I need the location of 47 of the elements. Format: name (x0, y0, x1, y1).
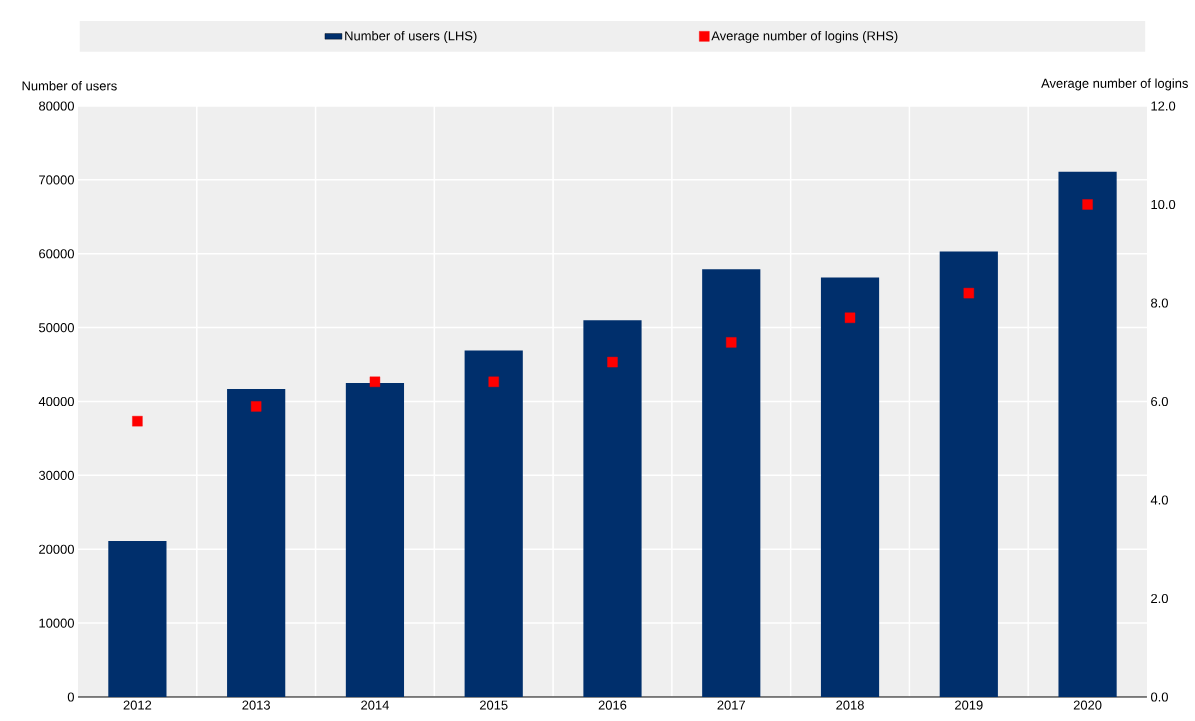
x-tick-label: 2016 (598, 700, 627, 710)
bar (820, 277, 880, 697)
y2-tick-label: 6.0 (1151, 396, 1168, 407)
y2-tick-label: 10.0 (1151, 199, 1176, 210)
y-tick-label: 10000 (39, 618, 74, 628)
point (132, 415, 143, 427)
y-tick-label: 40000 (38, 396, 74, 407)
x-tick-label: 2019 (955, 700, 983, 710)
y2-tick-label: 0.0 (1150, 692, 1168, 702)
y2-tick-label: 2.0 (1151, 593, 1168, 604)
y-tick-label: 20000 (39, 544, 74, 554)
x-tick-label: 2014 (361, 700, 389, 710)
point (369, 376, 381, 387)
legend-label: Number of users (LHS) (345, 30, 477, 43)
y-axis-title: Number of users (22, 80, 117, 91)
bar (1058, 171, 1117, 697)
y-tick-label: 80000 (39, 101, 74, 111)
legend-label: Average number of logins (RHS) (711, 30, 898, 43)
point (726, 337, 737, 348)
bar (345, 383, 405, 697)
x-tick-label: 2017 (717, 700, 745, 710)
bar (227, 388, 286, 697)
point (1082, 199, 1093, 210)
y2-tick-label: 8.0 (1151, 298, 1168, 308)
bar (583, 320, 642, 697)
bar (939, 251, 998, 697)
y-tick-label: 70000 (39, 175, 74, 185)
point (844, 312, 856, 323)
x-tick-label: 2015 (479, 700, 508, 710)
point (250, 401, 262, 412)
x-tick-label: 2012 (123, 700, 152, 710)
y-tick-label: 0 (67, 692, 74, 702)
y2-tick-label: 4.0 (1150, 495, 1168, 505)
point (963, 287, 974, 299)
y-tick-label: 60000 (39, 249, 74, 259)
point (488, 376, 499, 387)
bar (108, 541, 167, 697)
x-tick-label: 2018 (836, 700, 864, 710)
y2-tick-label: 12.0 (1151, 101, 1176, 111)
bar (464, 350, 523, 697)
y-tick-label: 30000 (38, 470, 74, 480)
point (607, 356, 618, 368)
y-tick-label: 50000 (38, 323, 74, 333)
x-tick-label: 2013 (242, 700, 270, 710)
x-tick-label: 2020 (1073, 700, 1102, 710)
bar (702, 269, 761, 697)
y2-axis-title: Average number of logins (1041, 78, 1188, 91)
